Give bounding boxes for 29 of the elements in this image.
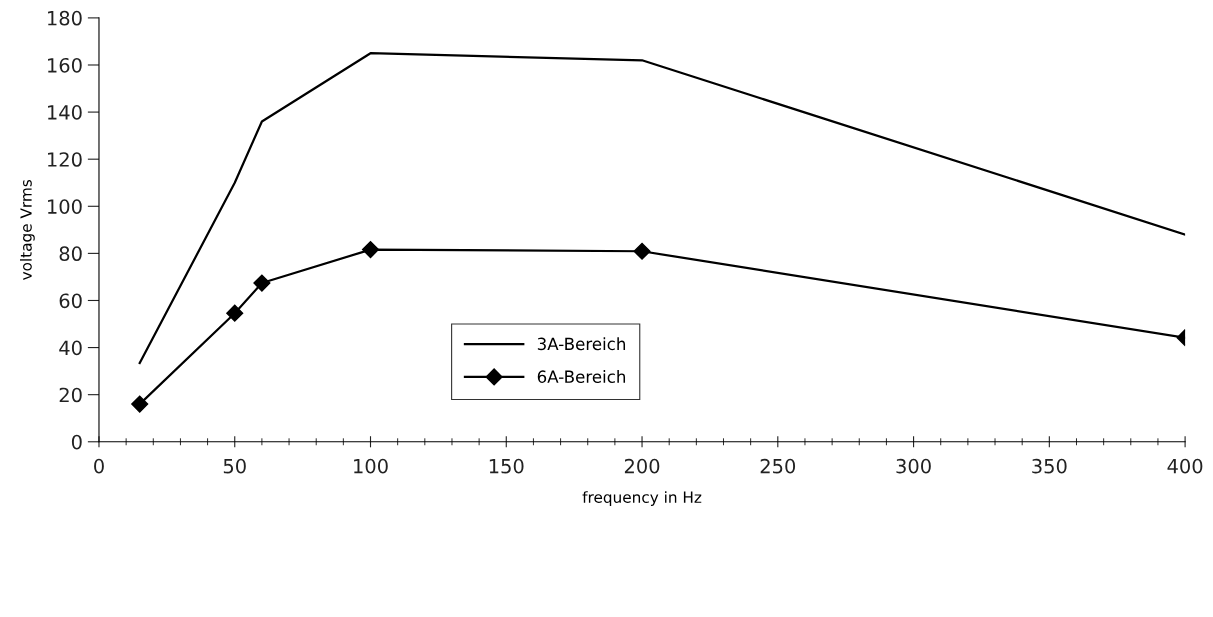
y-tick-label: 180 xyxy=(48,10,82,26)
x-tick-label: 0 xyxy=(94,458,104,474)
point xyxy=(633,242,651,260)
x-tick-label: 100 xyxy=(354,458,388,474)
y-tick-label: 0 xyxy=(71,434,82,450)
point xyxy=(253,274,271,292)
x-tick-label: 150 xyxy=(489,458,524,474)
x-tick-label: 50 xyxy=(223,458,246,474)
y-tick-label: 80 xyxy=(59,246,82,262)
legend-label: 3A-Bereich xyxy=(537,337,626,351)
y-tick-label: 140 xyxy=(48,105,82,120)
y-tick-label: 120 xyxy=(48,152,82,167)
x-tick-label: 300 xyxy=(896,458,931,474)
point xyxy=(361,241,380,259)
x-axis-title: frequency in Hz xyxy=(582,491,702,506)
y-tick-label: 100 xyxy=(48,199,82,214)
legend-label: 6A-Bereich xyxy=(537,370,626,383)
y-tick-label: 160 xyxy=(48,57,82,73)
point xyxy=(131,395,149,413)
point xyxy=(226,304,244,322)
x-tick-label: 200 xyxy=(624,458,660,474)
line-series xyxy=(138,52,1186,365)
x-tick-label: 400 xyxy=(1167,458,1203,474)
y-tick-label: 20 xyxy=(59,387,82,403)
y-tick-label: 60 xyxy=(59,293,82,309)
y-axis-title: voltage Vrms xyxy=(20,179,35,280)
x-tick-label: 350 xyxy=(1032,458,1067,474)
y-tick-label: 40 xyxy=(59,340,82,356)
x-tick-label: 250 xyxy=(760,458,796,474)
